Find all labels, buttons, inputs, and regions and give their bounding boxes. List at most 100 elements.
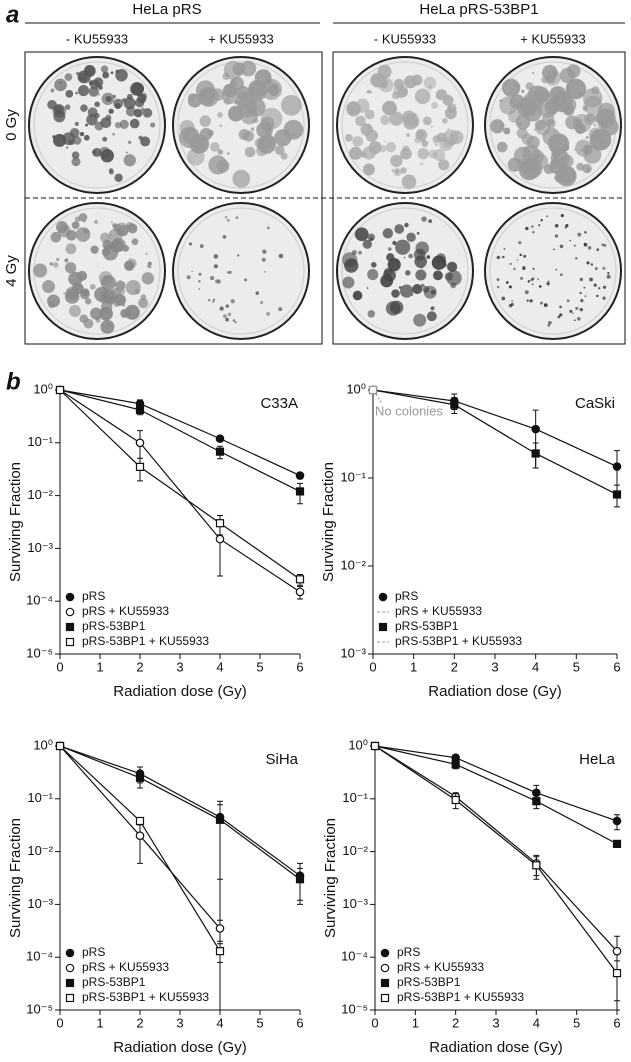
marker xyxy=(135,462,145,471)
colony xyxy=(188,242,193,246)
colony xyxy=(352,136,364,147)
colony xyxy=(198,280,201,283)
x-tick-label: 5 xyxy=(573,659,580,674)
colony xyxy=(42,280,56,294)
colony xyxy=(219,306,224,311)
colony xyxy=(532,230,535,234)
colony xyxy=(83,134,90,141)
chart-title: C33A xyxy=(260,395,298,412)
x-axis-title: Radiation dose (Gy) xyxy=(428,683,561,700)
colony xyxy=(513,267,516,271)
colony xyxy=(110,239,124,253)
colony xyxy=(178,126,201,148)
colony xyxy=(400,147,412,160)
colony xyxy=(503,127,511,135)
marker xyxy=(215,434,225,443)
y-tick-label: 10⁻⁵ xyxy=(26,1001,53,1016)
colony xyxy=(552,170,556,174)
colony xyxy=(575,257,578,260)
series-line xyxy=(59,389,301,477)
x-tick-label: 2 xyxy=(452,1015,459,1030)
colony xyxy=(123,97,136,110)
colony xyxy=(346,101,361,117)
colony xyxy=(90,307,103,320)
treatment-label: - KU55933 xyxy=(66,31,128,46)
x-axis-title: Radiation dose (Gy) xyxy=(113,1039,246,1056)
colony xyxy=(100,319,115,334)
colony xyxy=(349,146,363,160)
colony xyxy=(560,154,574,168)
colony xyxy=(540,219,543,222)
colony xyxy=(222,72,231,81)
colony xyxy=(138,298,149,309)
colony xyxy=(555,268,558,271)
colony xyxy=(100,296,107,304)
colony xyxy=(420,283,425,288)
colony xyxy=(412,284,423,295)
colony xyxy=(263,271,266,273)
colony xyxy=(559,313,563,317)
colony xyxy=(547,320,552,325)
colony xyxy=(367,268,379,281)
colony xyxy=(344,258,359,273)
colony xyxy=(274,145,285,155)
colony xyxy=(405,270,411,276)
colony xyxy=(98,85,103,90)
colony xyxy=(577,232,582,237)
colony xyxy=(416,130,425,138)
x-tick-label: 6 xyxy=(613,1015,620,1030)
colony xyxy=(411,113,418,119)
x-tick-label: 5 xyxy=(256,659,263,674)
colony xyxy=(387,247,392,251)
colony xyxy=(75,71,80,76)
colony xyxy=(429,90,432,92)
marker xyxy=(451,795,460,805)
marker xyxy=(612,839,622,848)
colony xyxy=(525,226,529,231)
colony xyxy=(579,91,584,97)
colony xyxy=(544,69,561,86)
legend-label: pRS-53BP1 xyxy=(397,975,461,989)
colony xyxy=(114,173,123,183)
colony xyxy=(380,115,390,125)
marker xyxy=(532,861,541,870)
colony xyxy=(124,310,131,318)
colony xyxy=(531,283,534,286)
colony xyxy=(508,285,512,289)
colony xyxy=(523,254,527,258)
colony xyxy=(281,94,302,116)
colony xyxy=(253,117,259,124)
colony xyxy=(147,264,151,268)
marker xyxy=(531,424,540,434)
y-tick-label: 10⁻² xyxy=(27,843,53,858)
marker xyxy=(295,487,305,496)
colony xyxy=(119,119,129,129)
colony xyxy=(490,119,505,134)
colony xyxy=(428,85,432,89)
colony xyxy=(79,131,85,137)
colony xyxy=(63,292,66,294)
marker xyxy=(135,831,145,841)
error-bar xyxy=(297,867,303,901)
colony xyxy=(266,311,271,316)
legend-label: pRS xyxy=(397,945,420,959)
colony xyxy=(408,253,413,259)
colony xyxy=(50,88,55,93)
colony xyxy=(520,276,524,280)
x-tick-label: 2 xyxy=(451,659,458,674)
colony xyxy=(199,244,204,249)
colony xyxy=(362,146,376,160)
colony xyxy=(125,280,141,296)
marker xyxy=(135,405,145,414)
colony xyxy=(127,140,132,145)
colony xyxy=(579,277,584,282)
colony xyxy=(559,67,576,84)
colony xyxy=(522,266,526,270)
plate-rim xyxy=(489,207,617,335)
colony xyxy=(505,281,509,284)
colony xyxy=(579,291,582,295)
legend-label: pRS-53BP1 + KU55933 xyxy=(82,990,209,1004)
colony xyxy=(208,155,228,175)
colony xyxy=(516,84,520,88)
